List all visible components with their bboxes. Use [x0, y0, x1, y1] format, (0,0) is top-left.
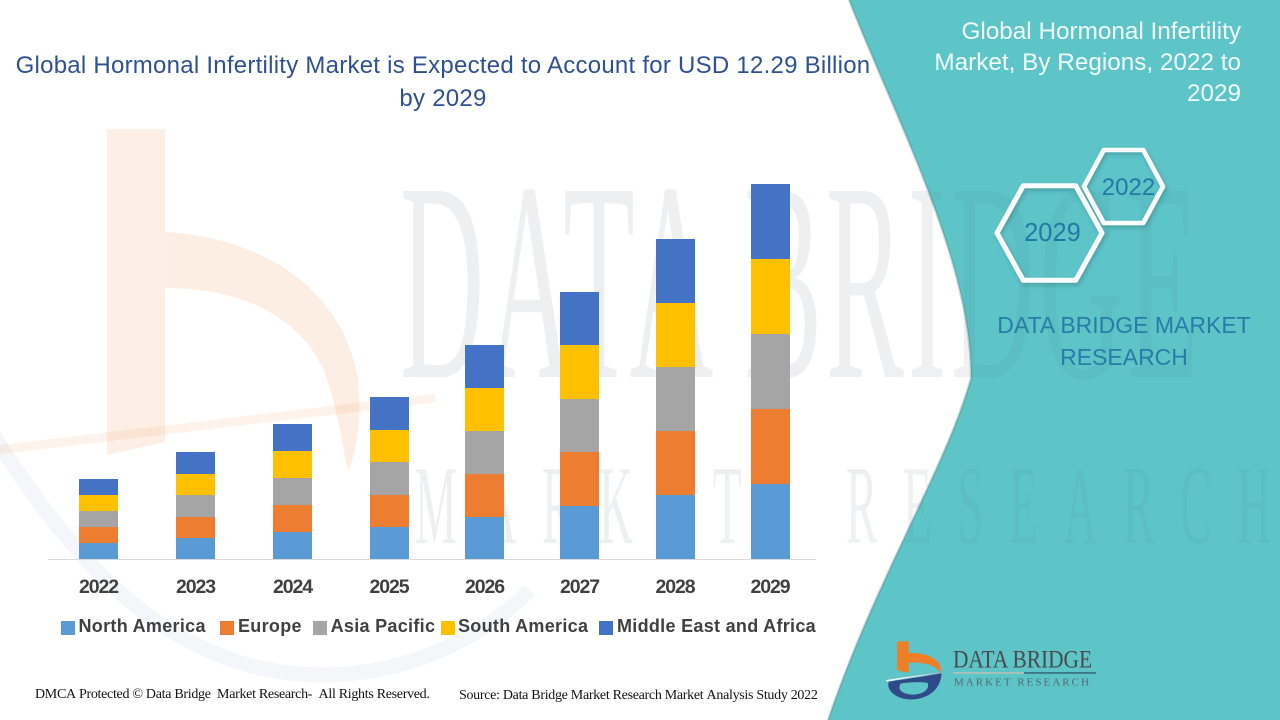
svg-text:2029: 2029	[1024, 219, 1081, 247]
svg-text:2022: 2022	[1102, 174, 1155, 201]
svg-text:DATA BRIDGE: DATA BRIDGE	[953, 647, 1092, 674]
svg-text:MARKET RESEARCH: MARKET RESEARCH	[954, 677, 1092, 689]
